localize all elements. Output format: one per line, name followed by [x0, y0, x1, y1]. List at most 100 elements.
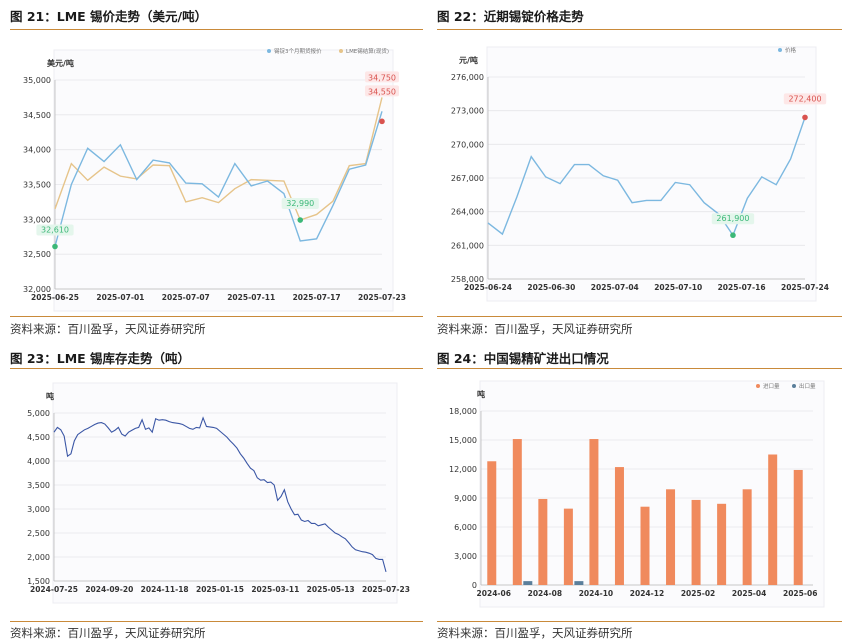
min-annotation-badge [36, 224, 74, 236]
x-tick-label: 2025-07-23 [362, 585, 410, 594]
bar-export [574, 581, 584, 585]
y-tick-label: 32,000 [23, 285, 51, 294]
legend-marker [778, 48, 782, 52]
plot-background [486, 46, 817, 302]
max-annotation-badge [783, 93, 827, 105]
x-tick-label: 2025-07-10 [654, 283, 702, 292]
min-annotation-label: 32,610 [41, 226, 69, 235]
min-annotation-label: 261,900 [716, 214, 749, 223]
bar-import [614, 467, 624, 585]
y-tick-label: 270,000 [451, 140, 484, 149]
figure-title: 图 24：中国锡精矿进出口情况 [437, 351, 609, 366]
source-rule [10, 621, 423, 622]
bar-import [793, 469, 803, 585]
x-tick-label: 2025-02 [681, 589, 715, 598]
chart-lme-tin-stock: 吨 5,000 4,500 4,000 3,500 3,000 2,500 2,000 1,50… [27, 382, 410, 604]
x-tick-label: 2025-04 [732, 589, 766, 598]
y-tick-label: 5,000 [27, 409, 50, 418]
plot-background [52, 382, 398, 604]
x-tick-label: 2025-07-11 [227, 293, 275, 302]
source-note: 资料来源：百川盈孚，天风证券研究所 [10, 626, 206, 640]
y-tick-label: 33,500 [23, 181, 51, 190]
max-annotation-marker [379, 118, 385, 125]
legend-marker [792, 384, 796, 388]
x-tick-label: 2025-07-24 [781, 283, 829, 292]
legend-label: 出口量 [799, 382, 816, 390]
bar-import [589, 439, 599, 585]
panel-lme-tin-stock: 图 23：LME 锡库存走势（吨） 吨 5,000 4,500 4,000 3,500 3… [10, 342, 423, 640]
bar-import [691, 499, 701, 585]
y-tick-label: 2,500 [27, 529, 50, 538]
panel-tin-concentrate-trade: 图 24：中国锡精矿进出口情况 吨 18,000 15,000 12,000 9,000… [437, 342, 842, 640]
figure-title: 图 21：LME 锡价走势（美元/吨） [10, 9, 208, 24]
plot-background [479, 380, 825, 608]
x-tick-label: 2024-08 [528, 589, 562, 598]
max-annotation-badge [365, 85, 399, 97]
bar-import [768, 454, 778, 585]
bar-import [512, 439, 522, 585]
y-tick-label: 3,500 [27, 481, 50, 490]
title-rule [437, 368, 842, 369]
y-tick-label: 2,000 [27, 553, 50, 562]
series-line [487, 117, 806, 237]
y-tick-label: 6,000 [454, 523, 477, 532]
source-note: 资料来源：百川盈孚，天风证券研究所 [10, 322, 206, 336]
y-tick-label: 264,000 [451, 208, 484, 217]
y-tick-label: 33,000 [23, 215, 51, 224]
legend-marker [756, 384, 760, 388]
source-note: 资料来源：百川盈孚，天风证券研究所 [437, 322, 633, 336]
panel-lme-tin-price: 图 21：LME 锡价走势（美元/吨） 美元/吨 35,000 34,500 34,0… [10, 0, 423, 340]
x-tick-label: 2025-07-17 [293, 293, 341, 302]
y-tick-label: 1,500 [27, 577, 50, 586]
y-tick-label: 34,000 [23, 146, 51, 155]
bar-import [640, 506, 650, 585]
x-tick-label: 2025-05-13 [307, 585, 355, 594]
y-tick-label: 258,000 [451, 275, 484, 284]
min-annotation-marker [730, 232, 736, 239]
y-tick-label: 32,500 [23, 250, 51, 259]
title-rule [10, 29, 423, 30]
bar-import [563, 508, 573, 585]
y-tick-label: 267,000 [451, 174, 484, 183]
y-axis-label: 元/吨 [459, 55, 478, 65]
y-tick-label: 261,000 [451, 241, 484, 250]
max-annotation-marker [802, 114, 808, 121]
bar-import [742, 489, 752, 585]
bar-import [666, 489, 676, 585]
chart-tin-ingot-price: 元/吨 276,000 273,000 270,000 267,000 264,000 26… [451, 46, 829, 302]
y-tick-label: 4,000 [27, 457, 50, 466]
title-rule [437, 29, 842, 30]
x-tick-label: 2025-03-11 [251, 585, 299, 594]
y-tick-label: 273,000 [451, 107, 484, 116]
y-tick-label: 0 [472, 581, 477, 590]
y-tick-label: 34,500 [23, 111, 51, 120]
max-annotation-label: 34,550 [368, 87, 396, 96]
x-tick-label: 2025-06-30 [527, 283, 575, 292]
legend-marker [267, 49, 271, 53]
y-tick-label: 18,000 [449, 407, 477, 416]
plot-background [53, 49, 394, 312]
bar-import [487, 461, 497, 585]
legend-label: LME锡结算(现货) [346, 47, 389, 55]
y-tick-label: 3,000 [27, 505, 50, 514]
min-annotation-marker [297, 217, 304, 223]
x-tick-label: 2024-10 [579, 589, 613, 598]
source-note: 资料来源：百川盈孚，天风证券研究所 [437, 626, 633, 640]
x-tick-label: 2025-06 [783, 589, 817, 598]
x-tick-label: 2024-07-25 [30, 585, 78, 594]
source-rule [437, 316, 842, 317]
x-tick-label: 2024-11-18 [141, 585, 189, 594]
y-tick-label: 4,500 [27, 433, 50, 442]
legend-marker [339, 49, 343, 53]
y-tick-label: 3,000 [454, 552, 477, 561]
x-tick-label: 2025-07-04 [591, 283, 639, 292]
figure-title: 图 22：近期锡锭价格走势 [437, 9, 584, 24]
x-tick-label: 2024-09-20 [85, 585, 133, 594]
max-annotation-label: 272,400 [788, 94, 821, 103]
series-line [54, 111, 383, 247]
x-tick-label: 2025-07-16 [718, 283, 766, 292]
x-tick-label: 2024-06 [477, 589, 511, 598]
y-tick-label: 276,000 [451, 73, 484, 82]
y-axis-label: 吨 [46, 391, 54, 401]
bar-import [538, 498, 548, 585]
